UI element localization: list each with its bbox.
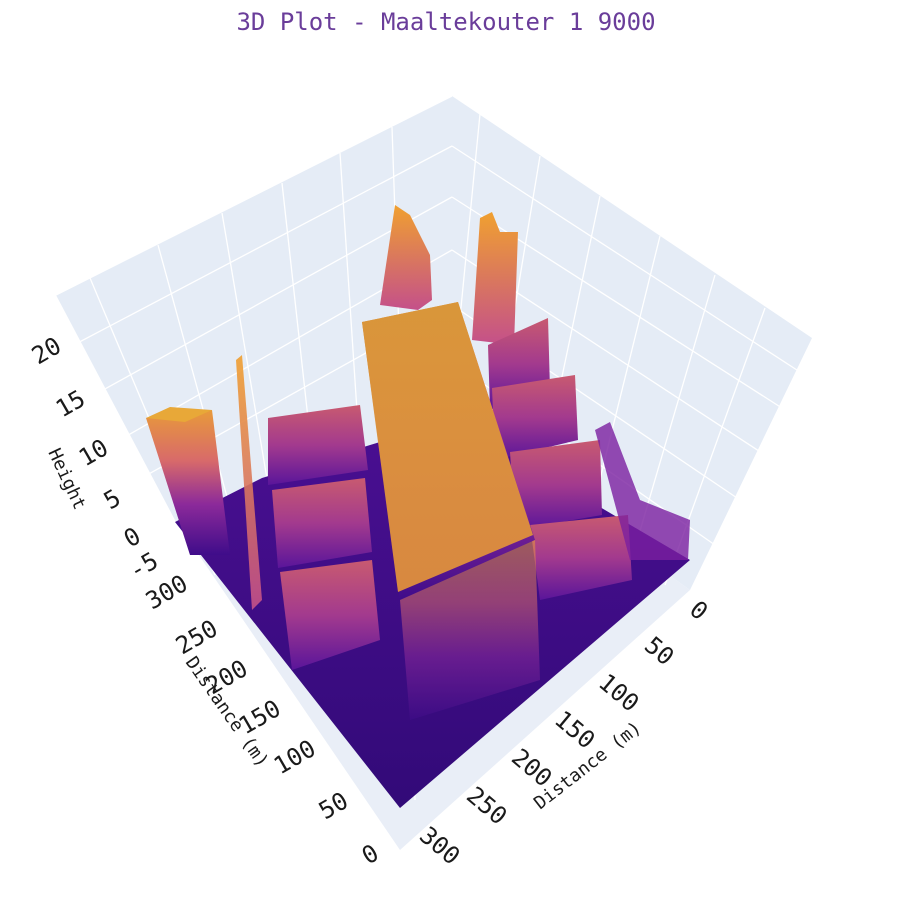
z-tick-label: 15	[51, 384, 90, 423]
y-tick-label: 100	[269, 734, 321, 780]
tower-left	[380, 205, 432, 310]
z-tick-label: 10	[74, 433, 113, 472]
central-building-front	[400, 540, 540, 720]
right-noise	[595, 422, 690, 560]
left-structure-top	[146, 407, 212, 422]
wing-row-right-2	[492, 375, 578, 460]
y-tick-label: 50	[314, 786, 353, 825]
x-tick-label: 250	[461, 781, 512, 830]
wing-row-left-2	[272, 478, 372, 568]
z-tick-label: -5	[124, 546, 163, 585]
wing-row-right-3	[510, 440, 602, 530]
left-structure	[146, 410, 230, 555]
surface[interactable]	[146, 205, 690, 808]
x-tick-label: 50	[639, 631, 679, 671]
z-tick-label: 20	[27, 331, 66, 370]
y-tick-label: 0	[357, 839, 384, 870]
wing-row-left-3	[280, 560, 380, 670]
x-tick-label: 0	[684, 595, 713, 626]
x-tick-label: 150	[549, 705, 600, 754]
central-building-roof	[362, 302, 533, 592]
wing-row-right-4	[530, 515, 632, 600]
x-tick-label: 100	[593, 668, 644, 717]
chart-title: 3D Plot - Maaltekouter 1 9000	[236, 8, 656, 36]
wing-row-left-1	[268, 405, 368, 485]
tower-right	[472, 212, 518, 345]
spike	[236, 355, 262, 610]
z-tick-label: 0	[119, 522, 146, 553]
